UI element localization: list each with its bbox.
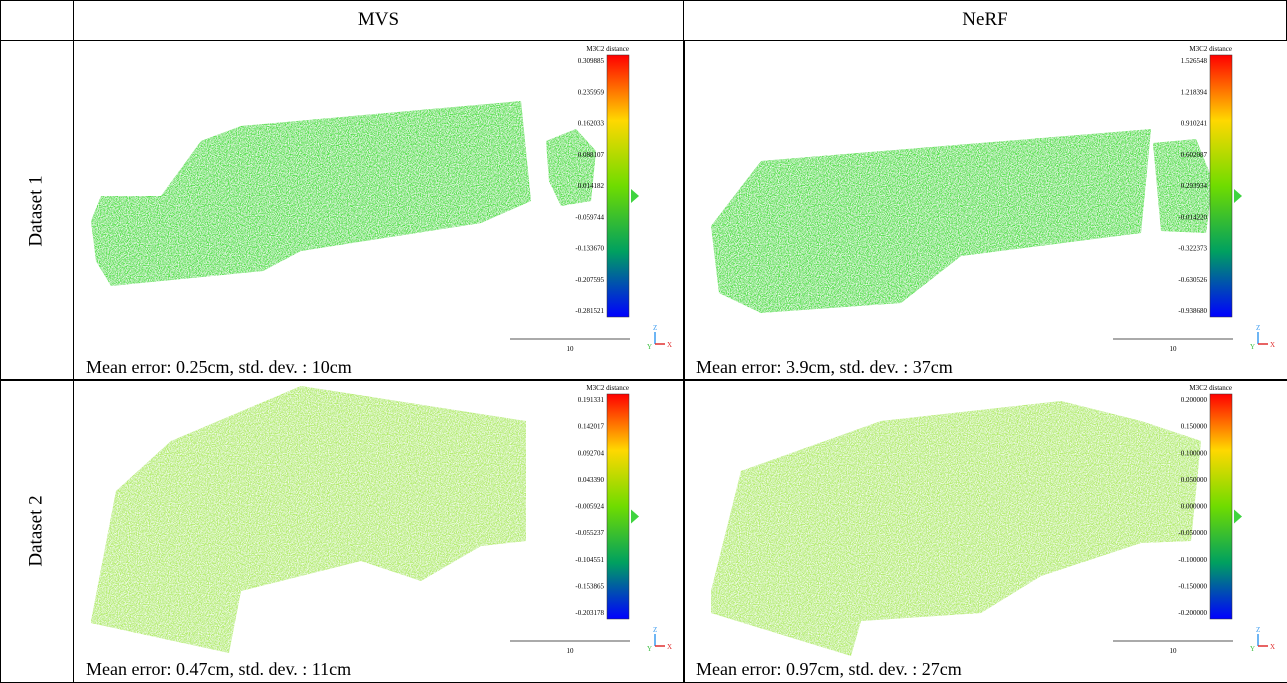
colorbar xyxy=(606,54,630,318)
point-cloud xyxy=(546,129,596,206)
row-header: Dataset 1 xyxy=(0,40,74,381)
column-header: MVS xyxy=(73,0,684,41)
column-header: NeRF xyxy=(683,0,1287,41)
colorbar-tick-label: 0.014182 xyxy=(578,182,605,190)
image-cell: M3C2 distance 0.191331 0.142017 0.092704 0.0… xyxy=(73,379,685,683)
colorbar-tick-label: -0.207595 xyxy=(575,276,604,284)
point-cloud xyxy=(91,386,526,653)
axis-label: Y xyxy=(647,645,652,653)
image-cell: M3C2 distance 0.200000 0.150000 0.100000 0.0… xyxy=(683,379,1287,683)
colorbar-marker xyxy=(1234,189,1242,203)
colorbar-tick-label: 0.100000 xyxy=(1181,449,1208,457)
cell-graphic: M3C2 distance 1.526548 1.218394 0.910241 0.6… xyxy=(696,45,1275,377)
colorbar-tick-label: -0.200000 xyxy=(1178,609,1207,617)
axis-label: Y xyxy=(647,343,652,351)
row-label: Dataset 2 xyxy=(25,495,47,567)
axis-label: Z xyxy=(1256,626,1260,634)
scale-label: 10 xyxy=(567,345,575,353)
axis-label: X xyxy=(667,341,672,349)
colorbar-tick-label: -0.150000 xyxy=(1178,582,1207,590)
scale-label: 10 xyxy=(1170,647,1178,655)
colorbar-tick-label: 0.150000 xyxy=(1181,423,1208,431)
colorbar-tick-label: 0.309885 xyxy=(578,57,605,65)
corner-cell xyxy=(0,0,74,41)
colorbar-title: M3C2 distance xyxy=(1189,45,1232,53)
colorbar-tick-label: -0.100000 xyxy=(1178,556,1207,564)
colorbar-tick-label: 0.910241 xyxy=(1181,120,1208,128)
caption: Mean error: 0.25cm, std. dev. : 10cm xyxy=(86,357,352,377)
colorbar-tick-label: -0.203178 xyxy=(575,609,604,617)
colorbar-tick-label: 0.162033 xyxy=(578,120,605,128)
colorbar-tick-label: 0.235959 xyxy=(578,88,605,96)
row-label: Dataset 1 xyxy=(25,174,47,247)
axis-label: X xyxy=(667,643,672,651)
image-cell: M3C2 distance 0.309885 0.235959 0.162033 0.0… xyxy=(73,40,685,381)
colorbar-tick-label: -0.059744 xyxy=(575,213,604,221)
row-header: Dataset 2 xyxy=(0,379,74,683)
colorbar xyxy=(606,393,630,620)
colorbar-tick-label: 0.000000 xyxy=(1181,503,1208,511)
colorbar-tick-label: -0.005924 xyxy=(575,503,604,511)
colorbar-tick-label: -0.281521 xyxy=(575,307,604,315)
caption: Mean error: 0.47cm, std. dev. : 11cm xyxy=(86,659,351,679)
point-cloud xyxy=(1153,139,1213,233)
colorbar-tick-label: 0.050000 xyxy=(1181,476,1208,484)
colorbar-tick-label: -0.104551 xyxy=(575,556,604,564)
axis-label: Z xyxy=(1256,324,1260,332)
colorbar-tick-label: -0.153865 xyxy=(575,582,604,590)
colorbar-tick-label: 1.526548 xyxy=(1181,57,1208,65)
axis-label: Z xyxy=(653,324,657,332)
scale-label: 10 xyxy=(1170,345,1178,353)
colorbar-title: M3C2 distance xyxy=(586,45,629,53)
colorbar-tick-label: -0.055237 xyxy=(575,529,604,537)
axis-label: Y xyxy=(1250,645,1255,653)
cell-graphic: M3C2 distance 0.191331 0.142017 0.092704 0.0… xyxy=(86,384,672,679)
colorbar-tick-label: 0.200000 xyxy=(1181,396,1208,404)
colorbar-tick-label: 0.191331 xyxy=(578,396,605,404)
point-cloud xyxy=(711,129,1151,313)
colorbar-marker xyxy=(631,189,639,203)
point-cloud xyxy=(711,401,1201,656)
colorbar-tick-label: 0.602087 xyxy=(1181,151,1208,159)
axis-label: Y xyxy=(1250,343,1255,351)
caption: Mean error: 0.97cm, std. dev. : 27cm xyxy=(696,659,962,679)
axis-label: Z xyxy=(653,626,657,634)
cell-graphic: M3C2 distance 0.309885 0.235959 0.162033 0.0… xyxy=(86,45,672,377)
colorbar-tick-label: -0.322373 xyxy=(1178,245,1207,253)
colorbar-tick-label: 0.088107 xyxy=(578,151,605,159)
colorbar-tick-label: -0.050000 xyxy=(1178,529,1207,537)
colorbar-tick-label: 0.142017 xyxy=(578,423,605,431)
caption: Mean error: 3.9cm, std. dev. : 37cm xyxy=(696,357,953,377)
colorbar-marker xyxy=(631,509,639,524)
colorbar-tick-label: 0.293934 xyxy=(1181,182,1208,190)
colorbar xyxy=(1209,54,1233,318)
colorbar-marker xyxy=(1234,509,1242,524)
colorbar-title: M3C2 distance xyxy=(1189,384,1232,392)
colorbar-tick-label: -0.630526 xyxy=(1178,276,1207,284)
cell-graphic: M3C2 distance 0.200000 0.150000 0.100000 0.0… xyxy=(696,384,1275,679)
colorbar-tick-label: -0.133670 xyxy=(575,245,604,253)
axis-label: X xyxy=(1270,643,1275,651)
colorbar-tick-label: -0.014220 xyxy=(1178,213,1207,221)
point-cloud xyxy=(91,101,531,286)
colorbar-tick-label: -0.938680 xyxy=(1178,307,1207,315)
colorbar xyxy=(1209,393,1233,620)
colorbar-tick-label: 0.092704 xyxy=(578,449,605,457)
image-cell: M3C2 distance 1.526548 1.218394 0.910241 0.6… xyxy=(683,40,1287,381)
scale-label: 10 xyxy=(567,647,575,655)
colorbar-tick-label: 1.218394 xyxy=(1181,88,1208,96)
axis-label: X xyxy=(1270,341,1275,349)
colorbar-tick-label: 0.043390 xyxy=(578,476,605,484)
colorbar-title: M3C2 distance xyxy=(586,384,629,392)
